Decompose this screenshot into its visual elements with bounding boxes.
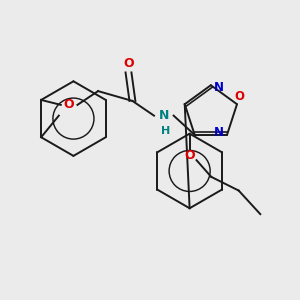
Text: N: N <box>214 127 224 140</box>
Text: O: O <box>123 57 134 70</box>
Text: O: O <box>184 149 195 162</box>
Text: O: O <box>234 90 244 103</box>
Text: O: O <box>63 98 74 111</box>
Text: N: N <box>214 81 224 94</box>
Text: H: H <box>161 126 170 136</box>
Text: N: N <box>159 109 169 122</box>
